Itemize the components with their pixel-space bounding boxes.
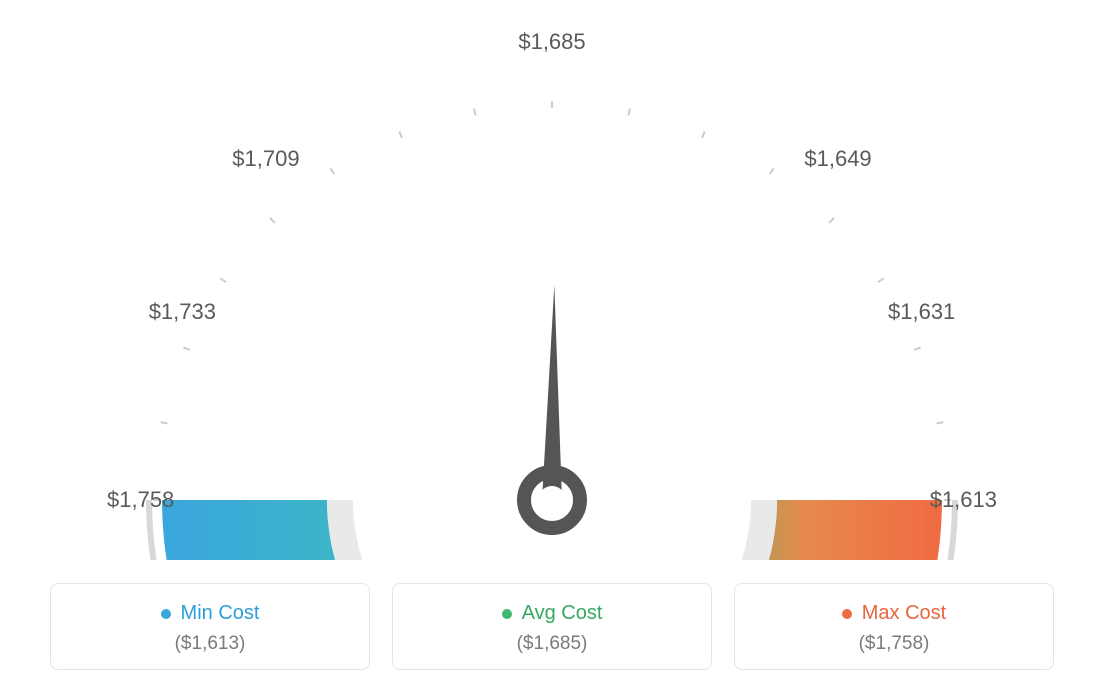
inner-tick (512, 122, 517, 172)
inner-tick (853, 345, 899, 365)
legend-row: Min Cost ($1,613) Avg Cost ($1,685) Max Cost… (0, 583, 1104, 670)
legend-label: Max Cost (862, 602, 946, 625)
outer-tick (936, 422, 943, 423)
tick-label: $1,733 (149, 299, 216, 325)
inner-tick (298, 218, 331, 255)
legend-dot-icon (161, 609, 171, 619)
outer-tick (628, 109, 629, 116)
gauge-area: $1,613 $1,631 $1,649 $1,685 $1,709 $1,733 $1,7… (0, 0, 1104, 560)
legend-value: ($1,613) (51, 633, 369, 655)
outer-tick (220, 278, 226, 282)
inner-tick (205, 345, 251, 365)
tick-label: $1,613 (930, 487, 997, 513)
needle-hub-hole (538, 486, 566, 514)
legend-card-min-cost: Min Cost ($1,613) (50, 583, 370, 670)
outer-tick (183, 347, 189, 350)
outer-tick (702, 131, 705, 137)
inner-tick (180, 421, 229, 431)
inner-tick (435, 139, 450, 187)
outer-tick (474, 109, 475, 116)
tick-label: $1,758 (107, 487, 174, 513)
outer-tick (914, 347, 920, 350)
inner-tick (717, 171, 742, 214)
legend-value: ($1,685) (393, 633, 711, 655)
outer-tick (330, 168, 334, 174)
inner-tick (875, 421, 924, 431)
legend-card-avg-cost: Avg Cost ($1,685) (392, 583, 712, 670)
inner-tick (773, 218, 806, 255)
outer-tick (270, 218, 275, 223)
legend-card-header: Min Cost (51, 602, 369, 625)
outer-tick (878, 278, 884, 282)
inner-tick (245, 277, 285, 306)
legend-card-header: Avg Cost (393, 602, 711, 625)
legend-label: Avg Cost (522, 602, 603, 625)
legend-card-max-cost: Max Cost ($1,758) (734, 583, 1054, 670)
inner-tick (362, 171, 387, 214)
inner-tick (654, 139, 669, 187)
cost-gauge-widget: $1,613 $1,631 $1,649 $1,685 $1,709 $1,733 $1,7… (0, 0, 1104, 690)
legend-dot-icon (502, 609, 512, 619)
legend-label: Min Cost (181, 602, 260, 625)
tick-label: $1,631 (888, 299, 955, 325)
tick-label: $1,649 (804, 146, 871, 172)
legend-dot-icon (842, 609, 852, 619)
legend-value: ($1,758) (735, 633, 1053, 655)
inner-tick (586, 122, 591, 172)
outer-tick (399, 131, 402, 137)
inner-tick (819, 277, 859, 306)
outer-tick (770, 168, 774, 174)
tick-label: $1,685 (518, 29, 585, 55)
legend-card-header: Max Cost (735, 602, 1053, 625)
gauge-svg (112, 40, 992, 560)
outer-tick (161, 422, 168, 423)
tick-label: $1,709 (232, 146, 299, 172)
outer-tick (829, 218, 834, 223)
